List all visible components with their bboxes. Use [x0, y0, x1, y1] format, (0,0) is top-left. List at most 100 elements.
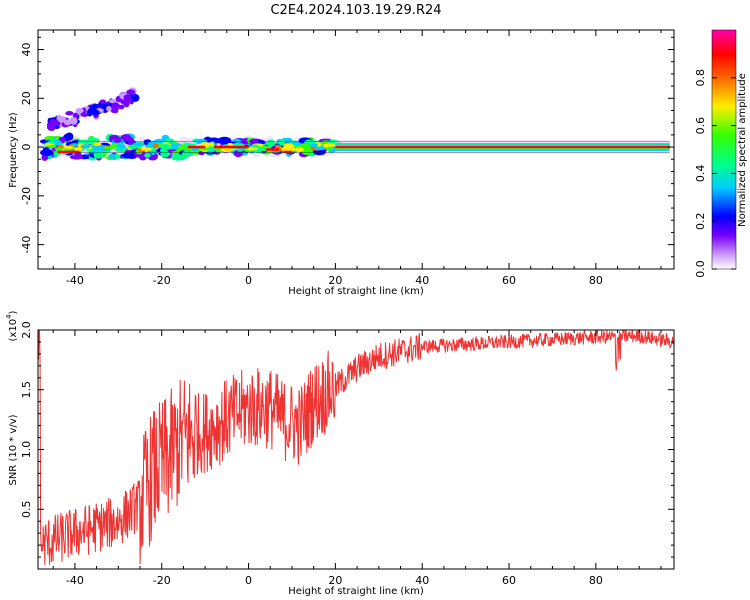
spectrogram-heatmap — [39, 87, 670, 161]
heatmap-cell — [200, 142, 211, 147]
heatmap-cell — [116, 144, 126, 149]
heatmap-cell — [113, 136, 122, 143]
figure-title: C2E4.2024.103.19.29.R24 — [270, 3, 441, 18]
snr-ytick-label: 2.0 — [20, 321, 33, 339]
heatmap-cell — [131, 94, 140, 102]
heatmap-cell — [93, 150, 104, 159]
snr-xtick-label: -20 — [153, 574, 171, 587]
heatmap-cell — [215, 147, 223, 153]
heatmap-peak-segment — [187, 145, 206, 149]
heatmap-band-core — [335, 145, 670, 149]
heatmap-cell — [41, 154, 49, 161]
heatmap-cell — [108, 153, 116, 159]
heatmap-cell — [69, 117, 78, 125]
spectrogram-ytick-label: 20 — [20, 91, 33, 105]
heatmap-cell — [123, 99, 130, 108]
heatmap-cell — [40, 149, 54, 157]
heatmap-cell — [246, 147, 259, 151]
heatmap-cell — [298, 144, 309, 149]
spectrogram-xtick-label: 0 — [245, 274, 252, 287]
colorbar-gradient — [711, 29, 737, 270]
heatmap-cell — [71, 142, 79, 147]
snr-ylabel: SNR (10 * v/v) — [8, 414, 19, 485]
snr-ytick-label: 0.5 — [20, 501, 33, 519]
spectrogram-ticks: -40 -20 0 20 40 60 80 -40 -20 0 20 40 — [20, 30, 674, 287]
heatmap-cell — [285, 146, 296, 152]
heatmap-cell — [309, 143, 319, 147]
spectrogram-ytick-label: -40 — [20, 236, 33, 254]
snr-plot-area — [38, 330, 674, 566]
heatmap-cell — [132, 142, 144, 147]
colorbar-tick-label: 0.6 — [694, 117, 707, 135]
colorbar: 0.0 0.2 0.4 0.6 0.8 Normalized spectral ampl… — [694, 29, 748, 278]
heatmap-cell — [325, 146, 333, 151]
heatmap-cell — [140, 147, 153, 151]
heatmap-cell — [123, 94, 131, 101]
snr-xtick-label: 40 — [415, 574, 429, 587]
colorbar-tick-label: 0.0 — [694, 260, 707, 278]
spectrogram-ylabel: Frequency (Hz) — [8, 112, 19, 188]
snr-ticks: -40 -20 0 20 40 60 80 0.5 1.0 1.5 2.0 — [20, 321, 674, 587]
snr-xtick-label: 20 — [328, 574, 342, 587]
colorbar-label: Normalized spectral amplitude — [737, 73, 748, 227]
heatmap-cell — [147, 143, 154, 149]
snr-xtick-label: 60 — [502, 574, 516, 587]
heatmap-cell — [49, 118, 56, 124]
spectrogram-frame — [37, 29, 675, 270]
heatmap-cell — [227, 142, 234, 147]
heatmap-cell — [128, 144, 137, 150]
heatmap-cell — [315, 145, 326, 151]
heatmap-cell — [65, 132, 74, 141]
heatmap-cell — [57, 116, 66, 123]
spectrogram-xtick-label: -20 — [153, 274, 171, 287]
heatmap-cell — [120, 134, 132, 141]
heatmap-cell — [106, 105, 112, 112]
heatmap-cell — [80, 144, 91, 149]
spectrogram-xtick-label: 20 — [328, 274, 342, 287]
heatmap-cell — [198, 150, 205, 156]
heatmap-cell — [47, 145, 57, 149]
heatmap-cell — [118, 104, 125, 110]
colorbar-ticks: 0.0 0.2 0.4 0.6 0.8 — [694, 69, 736, 278]
heatmap-cell — [161, 143, 170, 148]
heatmap-cell — [126, 89, 136, 95]
spectrogram-ytick-label: 40 — [20, 43, 33, 57]
heatmap-cell — [322, 143, 334, 148]
heatmap-peak-segment — [213, 145, 249, 149]
heatmap-cell — [54, 147, 64, 152]
spectrogram-xtick-label: 80 — [589, 274, 603, 287]
heatmap-cell — [278, 139, 286, 146]
snr-scale-label: (x104) — [5, 310, 19, 341]
snr-ytick-label: 1.0 — [20, 441, 33, 459]
heatmap-peak-segment — [57, 150, 80, 154]
heatmap-cell — [170, 143, 182, 147]
spectrogram-xtick-label: -40 — [66, 274, 84, 287]
snr-xtick-label: -40 — [66, 574, 84, 587]
heatmap-cell — [266, 139, 276, 147]
spectrogram-xtick-label: 60 — [502, 274, 516, 287]
snr-xtick-label: 0 — [245, 574, 252, 587]
colorbar-tick-label: 0.8 — [694, 69, 707, 87]
heatmap-cell — [63, 119, 72, 126]
heatmap-cell — [114, 147, 126, 153]
heatmap-cell — [108, 98, 118, 104]
spectrogram-ytick-label: 0 — [20, 144, 33, 151]
spectrogram-ytick-label: -20 — [20, 187, 33, 205]
heatmap-cell — [63, 145, 74, 149]
heatmap-cell — [160, 150, 170, 158]
snr-xtick-label: 80 — [589, 574, 603, 587]
heatmap-cell — [181, 150, 190, 158]
heatmap-cell — [75, 107, 84, 114]
heatmap-cell — [86, 109, 93, 117]
spectrogram-xtick-label: 40 — [415, 274, 429, 287]
spectrogram-panel: -40 -20 0 20 40 60 80 -40 -20 0 20 40 Height of str… — [8, 29, 675, 297]
colorbar-tick-label: 0.2 — [694, 212, 707, 230]
heatmap-cell — [73, 147, 83, 152]
heatmap-cell — [295, 147, 304, 152]
snr-panel: -40 -20 0 20 40 60 80 0.5 1.0 1.5 2.0 Height of st… — [5, 310, 675, 597]
snr-xlabel: Height of straight line (km) — [288, 586, 424, 597]
heatmap-cell — [127, 137, 135, 145]
heatmap-cell — [121, 152, 135, 159]
heatmap-cell — [111, 102, 121, 110]
